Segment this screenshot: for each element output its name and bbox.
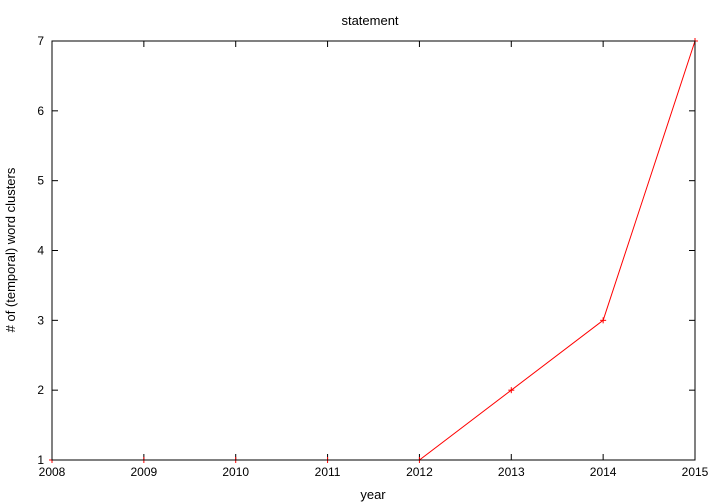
- x-tick-label: 2014: [590, 465, 617, 479]
- plot-frame: [51, 40, 696, 461]
- data-point-marker: [508, 387, 515, 394]
- y-tick-label: 3: [37, 313, 44, 327]
- series-layer: [49, 38, 698, 463]
- y-tick-label: 6: [37, 104, 44, 118]
- x-tick-label: 2012: [406, 465, 433, 479]
- x-tick-label: 2009: [131, 465, 158, 479]
- chart-title: statement: [341, 13, 398, 28]
- y-axis-ticks: 1 2 3 4 5 6 7: [37, 34, 695, 467]
- y-tick-label: 1: [37, 453, 44, 467]
- y-tick-label: 4: [37, 244, 44, 258]
- x-tick-label: 2011: [315, 465, 341, 479]
- y-tick-label: 5: [37, 174, 44, 188]
- x-tick-label: 2013: [498, 465, 525, 479]
- y-axis-label: # of (temporal) word clusters: [3, 167, 18, 332]
- y-tick-label: 7: [37, 34, 44, 48]
- x-axis-label: year: [360, 487, 386, 502]
- x-axis-ticks: 2008 2009 2010 2011 2012 2013 2014 2015: [39, 41, 709, 479]
- x-tick-label: 2008: [39, 465, 66, 479]
- x-tick-label: 2015: [682, 465, 709, 479]
- data-point-marker: [600, 317, 607, 324]
- series-line: [52, 40, 696, 461]
- x-tick-label: 2010: [222, 465, 249, 479]
- y-tick-label: 2: [37, 383, 44, 397]
